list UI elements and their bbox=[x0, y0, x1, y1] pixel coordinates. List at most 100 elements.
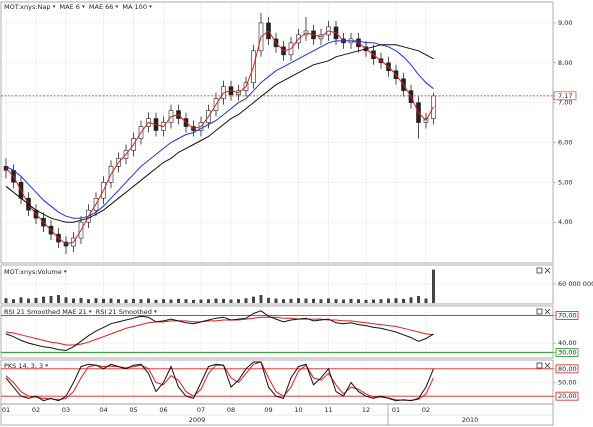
volume-bar bbox=[94, 298, 98, 303]
y-tick-label: 60 000 000 bbox=[558, 280, 593, 288]
x-tick-label: 01 bbox=[2, 406, 10, 414]
volume-bar bbox=[334, 299, 338, 303]
volume-bar bbox=[274, 298, 278, 303]
volume-bar bbox=[424, 298, 428, 303]
maximize-button[interactable] bbox=[536, 267, 543, 274]
volume-bar bbox=[244, 298, 248, 303]
y-tick-label: 50,00 bbox=[558, 379, 577, 387]
volume-bar bbox=[402, 298, 405, 303]
legend-dropdown[interactable] bbox=[63, 270, 67, 274]
volume-bar bbox=[379, 299, 383, 303]
x-axis-panel bbox=[0, 403, 554, 426]
volume-bar bbox=[252, 296, 255, 303]
volume-bar bbox=[79, 297, 83, 303]
volume-bar bbox=[132, 298, 135, 303]
volume-bar bbox=[312, 298, 315, 303]
close-button[interactable] bbox=[544, 308, 551, 315]
legend-dropdown[interactable] bbox=[45, 364, 49, 368]
y-tick-box bbox=[555, 391, 579, 401]
x-tick-label: 01 bbox=[392, 406, 400, 414]
x-tick-label: 12 bbox=[362, 406, 370, 414]
y-tick-label: 70,00 bbox=[558, 311, 577, 319]
legend-dropdown[interactable] bbox=[52, 5, 56, 9]
y-tick-label: 5,00 bbox=[558, 178, 572, 186]
volume-bar bbox=[297, 298, 300, 303]
volume-bar bbox=[192, 299, 195, 303]
volume-bar bbox=[259, 295, 263, 303]
y-tick-box bbox=[555, 310, 579, 320]
x-tick-label: 09 bbox=[264, 406, 272, 414]
volume-bar bbox=[109, 298, 113, 303]
last-price-label: 7,17 bbox=[558, 92, 572, 100]
x-tick-label: 02 bbox=[32, 406, 40, 414]
legend-dropdown[interactable] bbox=[115, 5, 119, 9]
x-tick-label: 02 bbox=[422, 406, 430, 414]
volume-bar bbox=[304, 298, 308, 303]
volume-bar bbox=[319, 299, 323, 303]
volume-bar bbox=[139, 299, 143, 303]
series-line bbox=[5, 310, 434, 352]
volume-bar bbox=[102, 298, 105, 303]
panel-buttons[interactable] bbox=[536, 267, 551, 369]
volume-bar bbox=[27, 298, 30, 303]
maximize-button[interactable] bbox=[536, 362, 543, 369]
volume-bar bbox=[207, 299, 210, 303]
volume-bar bbox=[124, 299, 128, 303]
close-button[interactable] bbox=[544, 362, 551, 369]
volume-bar bbox=[282, 299, 285, 303]
volume-bar bbox=[342, 299, 345, 303]
volume-bar bbox=[162, 299, 165, 303]
volume-bar bbox=[64, 297, 68, 303]
y-tick-label: 4,00 bbox=[558, 218, 572, 226]
legend-dropdown[interactable] bbox=[153, 310, 157, 314]
volume-bar bbox=[169, 299, 173, 303]
y-tick-box bbox=[555, 347, 579, 357]
legend-dropdown[interactable] bbox=[81, 5, 85, 9]
legend-dropdown[interactable] bbox=[148, 5, 152, 9]
series-line bbox=[5, 44, 434, 223]
y-tick-label: 30,00 bbox=[558, 348, 577, 356]
maximize-button[interactable] bbox=[536, 308, 543, 315]
volume-bar bbox=[42, 296, 45, 303]
x-tick-label: 08 bbox=[227, 406, 235, 414]
x-tick-label: 04 bbox=[99, 406, 107, 414]
volume-bar bbox=[229, 299, 233, 303]
legend-dropdown[interactable] bbox=[88, 310, 92, 314]
volume-panel bbox=[0, 264, 554, 305]
candle-body bbox=[3, 166, 9, 171]
legend-label: MAE 6 bbox=[60, 3, 80, 11]
volume-bar bbox=[394, 298, 398, 303]
legend-label: MAE 66 bbox=[89, 3, 114, 11]
volume-bar bbox=[19, 297, 23, 303]
legend-label: RSI 21 Smoothed MAE 21 bbox=[4, 308, 87, 316]
volume-bar bbox=[184, 299, 188, 303]
legend-label: RSI 21 Smoothed bbox=[96, 308, 152, 316]
y-tick-label: 7,00 bbox=[558, 99, 572, 107]
volume-bar bbox=[87, 299, 90, 303]
legend-label: MOT:xnys:Volume bbox=[4, 268, 62, 276]
y-tick-label: 40,00 bbox=[558, 339, 577, 347]
x-tick-label: 07 bbox=[197, 406, 205, 414]
last-price-box bbox=[553, 91, 577, 101]
volume-bar bbox=[327, 298, 330, 303]
volume-bar bbox=[147, 298, 150, 303]
volume-bar bbox=[117, 299, 120, 303]
volume-bar bbox=[154, 299, 158, 303]
volume-bar bbox=[177, 298, 180, 303]
panels: 2009 2010 bbox=[0, 1, 554, 426]
legend-label: MA 100 bbox=[122, 3, 147, 11]
volume-bar bbox=[237, 299, 240, 303]
y-tick-box bbox=[555, 364, 579, 374]
close-button[interactable] bbox=[544, 267, 551, 274]
volume-bar bbox=[34, 297, 38, 303]
volume-bar bbox=[364, 299, 368, 303]
x-tick-label: 06 bbox=[159, 406, 167, 414]
x-tick-label: 10 bbox=[294, 406, 302, 414]
volume-bar bbox=[72, 298, 75, 303]
volume-bar bbox=[12, 299, 15, 303]
volume-bar bbox=[357, 299, 360, 303]
volume-bar bbox=[199, 299, 203, 303]
y-tick-label: 20,00 bbox=[558, 392, 577, 400]
rsi-panel bbox=[0, 305, 554, 359]
